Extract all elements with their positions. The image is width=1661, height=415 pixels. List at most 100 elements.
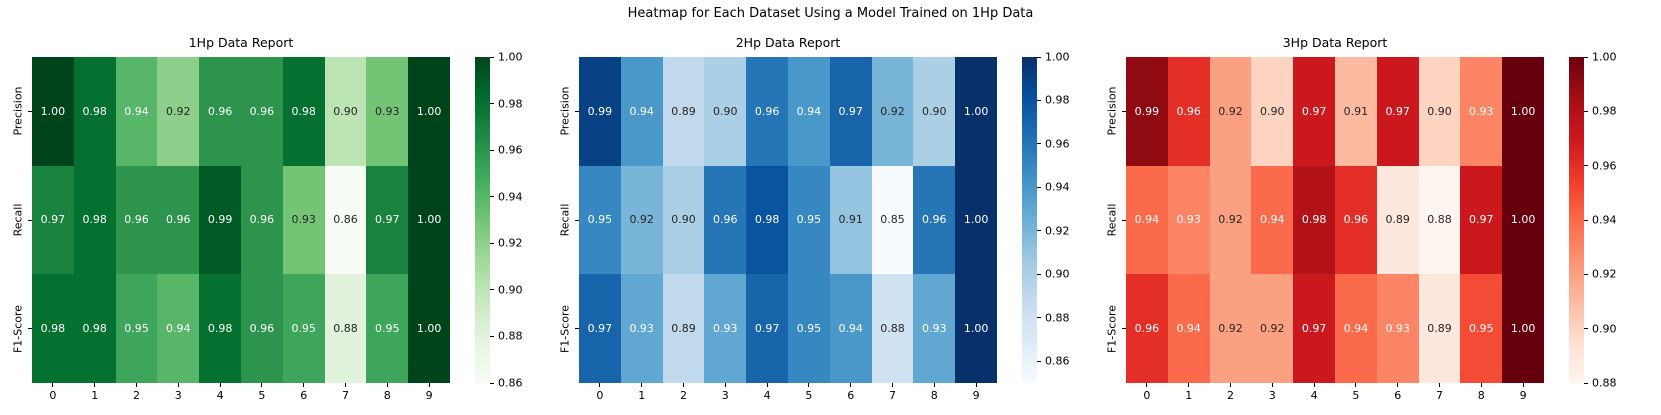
heatmap-cell: 1.00 — [408, 165, 450, 275]
heatmap-cell: 0.94 — [620, 57, 663, 166]
heatmap-cell: 0.90 — [1418, 57, 1461, 166]
heatmap-cell: 0.95 — [115, 274, 158, 383]
colorbar-tick-label: 0.92 — [1592, 267, 1617, 281]
heatmap-cell: 0.98 — [1293, 165, 1335, 275]
colorbar-tick-mark — [490, 196, 494, 198]
heatmap-cell: 0.91 — [1334, 57, 1377, 166]
heatmap-grid-1hp: 1.00 0.98 0.94 0.92 0.96 0.96 0.98 0.90 0.93 1.00… — [32, 57, 450, 383]
colorbar-tick-label: 0.90 — [1592, 322, 1617, 336]
heatmap-cell: 0.96 — [746, 57, 788, 166]
heatmap-cell: 0.95 — [579, 165, 621, 275]
colorbar-tick-label: 0.88 — [498, 329, 523, 343]
heatmap-cell: 0.96 — [157, 165, 200, 275]
colorbar-tick-label: 0.86 — [498, 376, 523, 390]
colorbar-tick-label: 0.94 — [1592, 213, 1617, 227]
heatmap-cell: 0.94 — [787, 57, 830, 166]
x-tick-label: 5 — [805, 389, 813, 402]
heatmap-cell: 0.93 — [704, 274, 747, 383]
heatmap-grid-3hp: 0.99 0.96 0.92 0.90 0.97 0.91 0.97 0.90 0.93 1.00… — [1126, 57, 1544, 383]
panel-title-1hp: 1Hp Data Report — [188, 35, 294, 50]
heatmap-cell: 0.89 — [662, 57, 705, 166]
colorbar-tick-label: 1.00 — [1592, 50, 1617, 64]
panel-title-3hp: 3Hp Data Report — [1282, 35, 1388, 50]
y-tick-label: F1-Score — [11, 304, 25, 353]
heatmap-cell: 0.94 — [1334, 274, 1377, 383]
x-tick-mark — [1146, 383, 1148, 387]
x-tick-mark — [1397, 383, 1399, 387]
y-tick-label: Precision — [558, 86, 572, 136]
heatmap-cell: 0.99 — [199, 165, 241, 275]
colorbar-gradient — [475, 57, 490, 383]
heatmap-cell: 0.94 — [157, 274, 200, 383]
heatmap-cell: 0.98 — [32, 274, 74, 383]
heatmap-cell: 0.97 — [32, 165, 74, 275]
x-tick-mark — [428, 383, 430, 387]
y-tick-mark — [575, 110, 579, 112]
colorbar-tick-mark — [1584, 110, 1588, 112]
heatmap-cell: 0.99 — [579, 57, 621, 166]
colorbar-tick-label: 1.00 — [498, 50, 523, 64]
heatmap-cell: 0.95 — [1460, 274, 1503, 383]
colorbar-tick-label: 0.94 — [498, 190, 523, 204]
colorbar-gradient — [1022, 57, 1037, 383]
colorbar-tick-label: 0.92 — [498, 236, 523, 250]
heatmap-cell: 0.93 — [366, 57, 409, 166]
y-tick-mark — [1122, 328, 1126, 330]
x-tick-mark — [683, 383, 684, 387]
y-tick-label: Recall — [11, 203, 25, 237]
heatmap-cell: 0.97 — [1460, 165, 1503, 275]
x-tick-mark — [1480, 383, 1482, 387]
x-tick-mark — [219, 383, 221, 387]
y-tick-label: Precision — [1105, 86, 1119, 136]
colorbar-tick-label: 0.88 — [1045, 311, 1070, 325]
y-tick-mark — [28, 110, 32, 112]
x-tick-mark — [303, 383, 305, 387]
x-tick-label: 5 — [1352, 389, 1360, 402]
colorbar-gradient — [1569, 57, 1584, 383]
heatmap-cell: 0.95 — [787, 274, 830, 383]
x-tick-label: 4 — [216, 389, 224, 402]
y-tick-label: F1-Score — [558, 304, 572, 353]
x-tick-mark — [1313, 383, 1315, 387]
heatmap-cell: 0.96 — [115, 165, 158, 275]
x-tick-mark — [724, 383, 726, 387]
heatmap-cell: 0.96 — [240, 165, 283, 275]
x-tick-label: 9 — [1519, 389, 1527, 402]
colorbar-tick-mark — [490, 103, 494, 105]
x-tick-label: 7 — [889, 389, 896, 402]
heatmap-cell: 0.85 — [871, 165, 914, 275]
heatmap-cell: 0.92 — [157, 57, 200, 166]
colorbar-tick-label: 0.86 — [1045, 354, 1070, 368]
heatmap-cell: 0.94 — [1251, 165, 1294, 275]
heatmap-cell: 0.96 — [1167, 57, 1210, 166]
x-tick-label: 1 — [638, 389, 646, 402]
colorbar-tick-mark — [1037, 143, 1041, 145]
colorbar-tick-mark — [1037, 99, 1041, 101]
heatmap-cell: 1.00 — [1502, 165, 1544, 275]
x-tick-mark — [94, 383, 96, 387]
x-tick-label: 3 — [174, 389, 182, 402]
colorbar-tick-mark — [1037, 273, 1041, 275]
heatmap-cell: 0.96 — [1334, 165, 1377, 275]
colorbar-tick-label: 0.90 — [498, 283, 523, 297]
heatmap-cell: 0.93 — [282, 165, 325, 275]
x-tick-mark — [1230, 383, 1231, 387]
heatmap-cell: 0.96 — [240, 274, 283, 383]
y-tick-mark — [575, 328, 579, 330]
x-tick-label: 6 — [1394, 389, 1402, 402]
heatmap-cell: 0.97 — [366, 165, 409, 275]
heatmap-cell: 1.00 — [1502, 57, 1544, 166]
colorbar-tick-mark — [1584, 382, 1588, 384]
heatmap-cell: 0.97 — [1376, 57, 1419, 166]
heatmap-cell: 0.90 — [704, 57, 747, 166]
colorbar-tick-label: 0.96 — [1045, 137, 1070, 151]
heatmap-cell: 0.95 — [366, 274, 409, 383]
heatmap-cell: 0.96 — [704, 165, 747, 275]
heatmap-cell: 0.89 — [1418, 274, 1461, 383]
y-tick-mark — [575, 219, 579, 221]
x-tick-label: 5 — [258, 389, 266, 402]
heatmap-cell: 1.00 — [32, 57, 74, 166]
y-tick-label: Recall — [558, 203, 572, 237]
heatmap-cell: 0.92 — [620, 165, 663, 275]
